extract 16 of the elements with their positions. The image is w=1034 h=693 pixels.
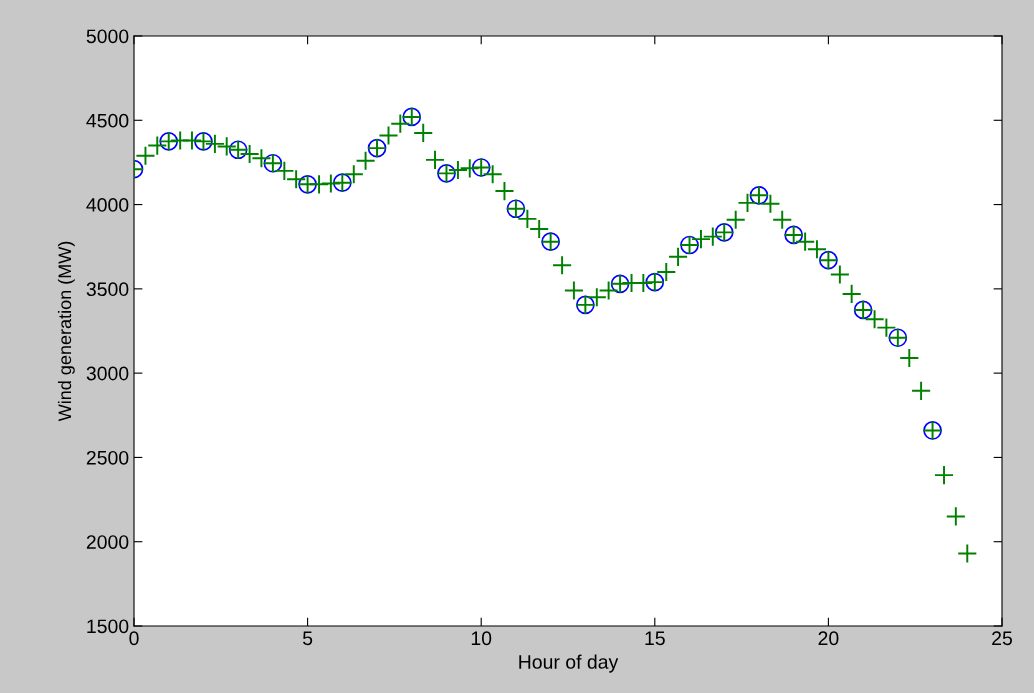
y-tick-label: 2500 <box>86 450 129 465</box>
y-tick-label: 5000 <box>86 29 129 44</box>
x-tick-label: 5 <box>302 631 313 646</box>
x-tick-label: 0 <box>129 631 139 646</box>
x-tick-label: 15 <box>645 631 665 646</box>
y-tick-label: 3500 <box>86 282 129 297</box>
x-tick-label: 20 <box>818 631 839 646</box>
y-axis-title: Wind generation (MW) <box>57 241 75 422</box>
y-tick-label: 3000 <box>86 366 129 381</box>
x-tick-label: 25 <box>992 631 1012 646</box>
y-tick-label: 4500 <box>86 113 129 128</box>
y-tick-label: 1500 <box>87 619 129 634</box>
x-tick-label: 10 <box>471 631 492 646</box>
x-axis-title: Hour of day <box>519 654 619 673</box>
y-tick-label: 2000 <box>86 535 129 549</box>
y-tick-label: 4000 <box>86 198 129 212</box>
